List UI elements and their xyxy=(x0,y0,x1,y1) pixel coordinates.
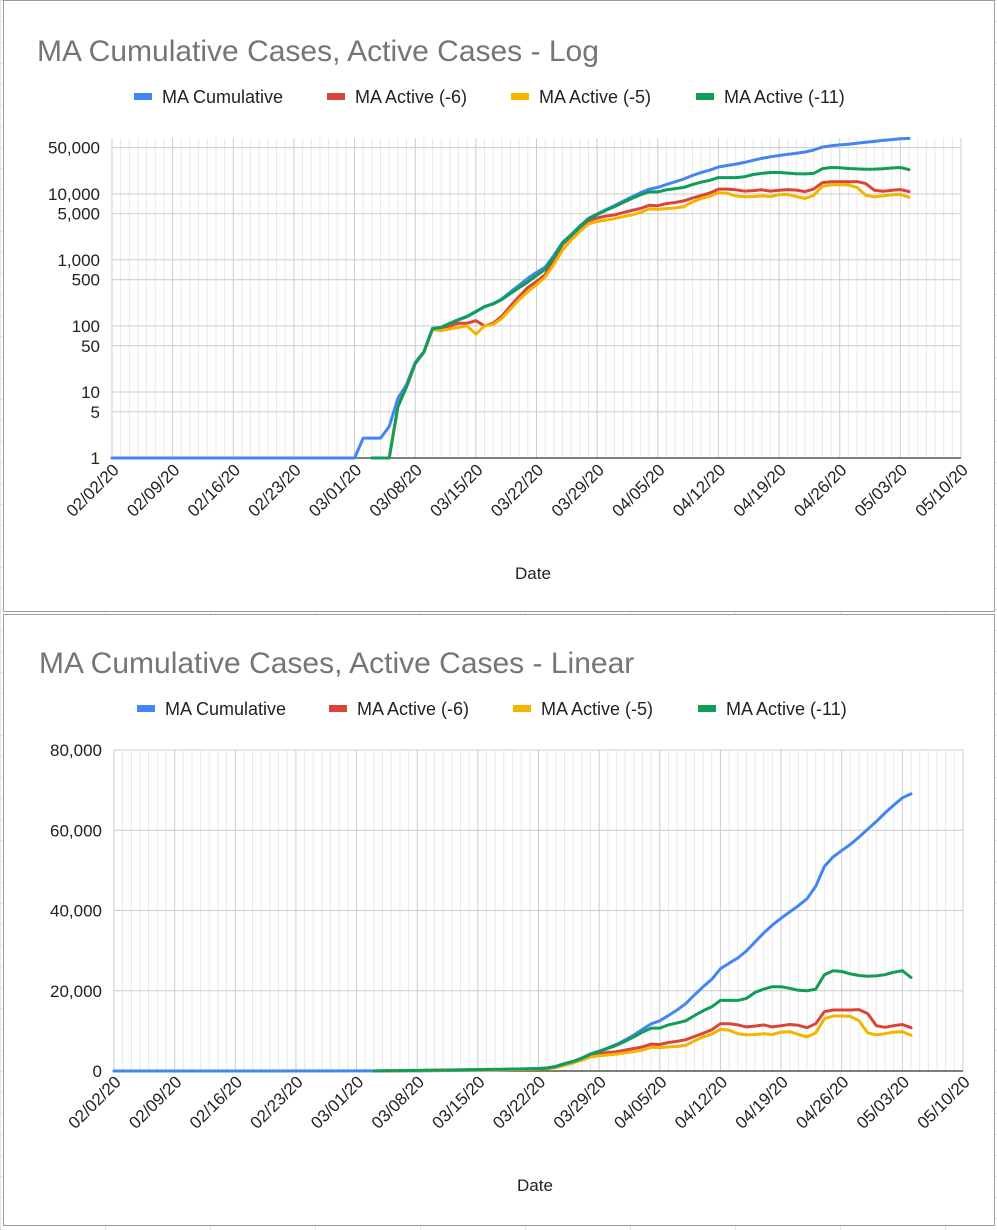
log-chart-minor-gridlines xyxy=(120,138,953,458)
x-tick-label: 05/03/20 xyxy=(851,460,911,520)
x-tick-label: 03/08/20 xyxy=(368,1072,428,1132)
series-line-ma-active-6[interactable] xyxy=(370,180,911,460)
y-tick-label: 50,000 xyxy=(48,139,100,158)
y-tick-label: 0 xyxy=(93,1062,102,1081)
legend-swatch xyxy=(513,705,531,712)
log-chart-legend[interactable]: MA Cumulative MA Active (-6) MA Active (-5… xyxy=(134,87,845,107)
x-tick-label: 02/09/20 xyxy=(125,1072,185,1132)
x-tick-label: 04/12/20 xyxy=(671,1072,731,1132)
linear-chart-panel[interactable]: MA Cumulative Cases, Active Cases - Line… xyxy=(3,614,995,1226)
x-tick-label: 03/15/20 xyxy=(426,460,486,520)
linear-chart-x-axis-label: Date xyxy=(517,1176,553,1195)
legend-swatch xyxy=(329,705,347,712)
legend-label: MA Active (-11) xyxy=(724,87,845,107)
x-tick-label: 03/22/20 xyxy=(489,1072,549,1132)
legend-swatch xyxy=(327,93,345,100)
legend-item-ma-active-6[interactable]: MA Active (-6) xyxy=(327,87,467,107)
x-tick-label: 03/01/20 xyxy=(307,1072,367,1132)
legend-label: MA Active (-6) xyxy=(355,87,467,107)
x-tick-label: 02/09/20 xyxy=(123,460,183,520)
linear-chart-major-gridlines xyxy=(113,749,964,1072)
x-tick-label: 03/22/20 xyxy=(487,460,547,520)
x-tick-label: 05/10/20 xyxy=(912,460,972,520)
legend-swatch xyxy=(134,93,152,100)
legend-swatch xyxy=(137,705,155,712)
y-tick-label: 10 xyxy=(81,383,100,402)
x-tick-label: 04/26/20 xyxy=(790,460,850,520)
x-tick-label: 02/23/20 xyxy=(245,460,305,520)
log-chart-series[interactable] xyxy=(110,136,911,460)
legend-swatch xyxy=(698,705,716,712)
x-tick-label: 04/12/20 xyxy=(669,460,729,520)
y-tick-label: 100 xyxy=(72,317,100,336)
y-tick-label: 1 xyxy=(91,449,100,468)
log-chart-x-ticks: 02/02/20 02/09/20 02/16/20 02/23/20 03/01/20… xyxy=(63,460,972,520)
log-chart-svg[interactable]: MA Cumulative Cases, Active Cases - Log … xyxy=(4,1,995,612)
linear-chart-title: MA Cumulative Cases, Active Cases - Line… xyxy=(39,647,634,680)
x-tick-label: 03/29/20 xyxy=(550,1072,610,1132)
x-tick-label: 03/01/20 xyxy=(305,460,365,520)
legend-item-ma-active-11[interactable]: MA Active (-11) xyxy=(696,87,845,107)
x-tick-label: 05/10/20 xyxy=(914,1072,974,1132)
x-tick-label: 05/03/20 xyxy=(853,1072,913,1132)
y-tick-label: 80,000 xyxy=(50,741,102,760)
x-tick-label: 03/15/20 xyxy=(428,1072,488,1132)
y-tick-label: 60,000 xyxy=(50,821,102,840)
x-tick-label: 04/19/20 xyxy=(730,460,790,520)
y-tick-label: 1,000 xyxy=(57,251,100,270)
x-tick-label: 04/05/20 xyxy=(610,1072,670,1132)
x-tick-label: 03/29/20 xyxy=(548,460,608,520)
series-line-ma-active-5[interactable] xyxy=(372,1014,913,1073)
linear-chart-svg[interactable]: MA Cumulative Cases, Active Cases - Line… xyxy=(4,615,995,1226)
legend-item-ma-cumulative[interactable]: MA Cumulative xyxy=(134,87,283,107)
legend-item-ma-cumulative[interactable]: MA Cumulative xyxy=(137,699,286,719)
y-tick-label: 50 xyxy=(81,337,100,356)
legend-label: MA Cumulative xyxy=(165,699,286,719)
y-tick-label: 10,000 xyxy=(48,185,100,204)
x-tick-label: 03/08/20 xyxy=(366,460,426,520)
log-chart-x-axis-label: Date xyxy=(515,564,551,583)
legend-label: MA Active (-5) xyxy=(539,87,651,107)
linear-chart-y-ticks: 0 20,000 40,000 60,000 80,000 xyxy=(50,741,102,1081)
x-tick-label: 04/26/20 xyxy=(792,1072,852,1132)
y-tick-label: 5,000 xyxy=(57,205,100,224)
legend-label: MA Active (-6) xyxy=(357,699,469,719)
legend-item-ma-active-11[interactable]: MA Active (-11) xyxy=(698,699,847,719)
legend-item-ma-active-5[interactable]: MA Active (-5) xyxy=(513,699,653,719)
x-tick-label: 02/02/20 xyxy=(63,460,123,520)
log-chart-title: MA Cumulative Cases, Active Cases - Log xyxy=(37,35,599,68)
x-tick-label: 04/19/20 xyxy=(732,1072,792,1132)
x-tick-label: 02/16/20 xyxy=(184,460,244,520)
x-tick-label: 02/16/20 xyxy=(186,1072,246,1132)
x-tick-label: 02/02/20 xyxy=(65,1072,125,1132)
legend-label: MA Active (-11) xyxy=(726,699,847,719)
legend-label: MA Cumulative xyxy=(162,87,283,107)
legend-item-ma-active-6[interactable]: MA Active (-6) xyxy=(329,699,469,719)
series-line-ma-active-5[interactable] xyxy=(370,183,911,460)
linear-chart-x-ticks: 02/02/20 02/09/20 02/16/20 02/23/20 03/01/20… xyxy=(65,1072,974,1132)
linear-chart-series[interactable] xyxy=(112,792,913,1073)
linear-chart-legend[interactable]: MA Cumulative MA Active (-6) MA Active (-5… xyxy=(137,699,847,719)
legend-swatch xyxy=(696,93,714,100)
y-tick-label: 5 xyxy=(91,403,100,422)
x-tick-label: 02/23/20 xyxy=(247,1072,307,1132)
legend-item-ma-active-5[interactable]: MA Active (-5) xyxy=(511,87,651,107)
log-chart-panel[interactable]: MA Cumulative Cases, Active Cases - Log … xyxy=(3,0,995,612)
y-tick-label: 500 xyxy=(72,271,100,290)
y-tick-label: 20,000 xyxy=(50,982,102,1001)
x-tick-label: 04/05/20 xyxy=(608,460,668,520)
legend-swatch xyxy=(511,93,529,100)
series-line-ma-active-11[interactable] xyxy=(370,166,911,460)
y-tick-label: 40,000 xyxy=(50,902,102,921)
legend-label: MA Active (-5) xyxy=(541,699,653,719)
series-line-ma-active-11[interactable] xyxy=(372,969,913,1073)
